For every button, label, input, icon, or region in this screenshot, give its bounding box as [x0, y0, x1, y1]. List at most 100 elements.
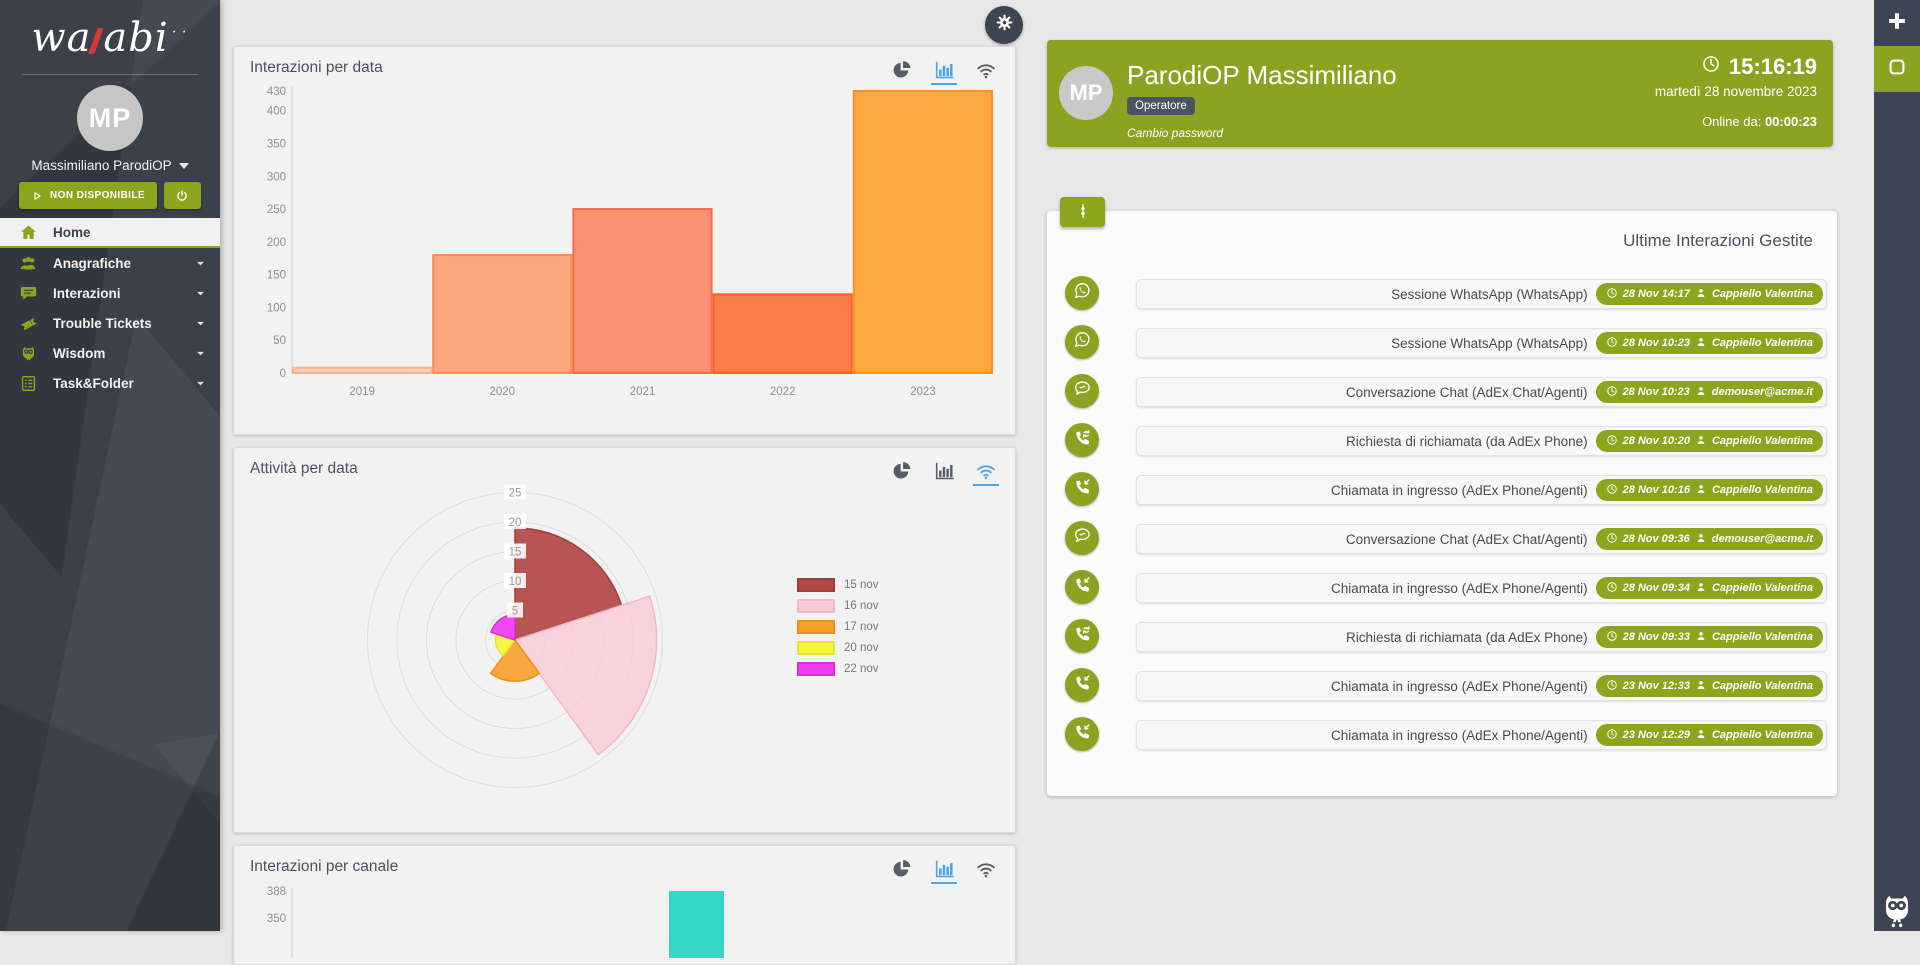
interaction-channel-button[interactable]: [1065, 325, 1099, 359]
interaction-channel-button[interactable]: [1065, 570, 1099, 604]
tasks-icon: [19, 374, 38, 393]
svg-text:0: 0: [280, 368, 286, 380]
interaction-item[interactable]: Chiamata in ingresso (AdEx Phone/Agenti)…: [1136, 573, 1827, 603]
status-button[interactable]: NON DISPONIBILE: [19, 182, 157, 209]
settings-button[interactable]: [985, 6, 1023, 44]
legend-swatch: [797, 599, 835, 613]
interaction-badge: 28 Nov 09:33 Cappiello Valentina: [1595, 626, 1823, 648]
online-since-value: 00:00:23: [1764, 114, 1817, 129]
interaction-label: Richiesta di richiamata (da AdEx Phone): [1346, 629, 1588, 645]
phone-incoming-icon: [1073, 477, 1092, 501]
interaction-row: Richiesta di richiamata (da AdEx Phone) 2…: [1047, 423, 1827, 457]
interactions-filter-button[interactable]: [1060, 197, 1105, 227]
interaction-time: 28 Nov 10:23: [1622, 386, 1690, 398]
bar-chart-icon[interactable]: [931, 858, 957, 884]
bar-chart-icon[interactable]: [931, 59, 957, 85]
interaction-item[interactable]: Richiesta di richiamata (da AdEx Phone) 2…: [1136, 622, 1827, 652]
interaction-time: 28 Nov 10:16: [1622, 484, 1690, 496]
svg-text:100: 100: [267, 302, 286, 314]
polar-chart-icon[interactable]: [973, 59, 999, 83]
pie-chart-icon[interactable]: [889, 460, 915, 484]
plus-icon: [1886, 10, 1908, 37]
interaction-item[interactable]: Chiamata in ingresso (AdEx Phone/Agenti)…: [1136, 671, 1827, 701]
pie-chart-icon[interactable]: [889, 858, 915, 882]
online-since-label: Online da:: [1702, 114, 1762, 129]
sidebar-item-anagrafiche[interactable]: Anagrafiche: [0, 248, 220, 278]
legend-label: 15 nov: [844, 579, 879, 591]
interaction-time: 28 Nov 10:20: [1622, 435, 1690, 447]
sidebar-item-wisdom[interactable]: Wisdom: [0, 338, 220, 368]
interaction-channel-button[interactable]: [1065, 717, 1099, 751]
screen-pop-button[interactable]: [1874, 46, 1920, 92]
interaction-badge: 23 Nov 12:33 Cappiello Valentina: [1595, 675, 1823, 697]
interaction-item[interactable]: Chiamata in ingresso (AdEx Phone/Agenti)…: [1136, 720, 1827, 750]
sidebar-item-trouble-tickets[interactable]: Trouble Tickets: [0, 308, 220, 338]
interaction-channel-button[interactable]: [1065, 668, 1099, 702]
interaction-agent: Cappiello Valentina: [1711, 631, 1813, 643]
interaction-agent: Cappiello Valentina: [1711, 337, 1813, 349]
polar-chart-icon[interactable]: [973, 858, 999, 882]
interaction-label: Richiesta di richiamata (da AdEx Phone): [1346, 433, 1588, 449]
person-icon: [1695, 679, 1707, 694]
phone-incoming-icon: [1073, 575, 1092, 599]
interaction-channel-button[interactable]: [1065, 374, 1099, 408]
legend-swatch: [797, 662, 835, 676]
interaction-channel-button[interactable]: [1065, 423, 1099, 457]
interaction-label: Sessione WhatsApp (WhatsApp): [1391, 335, 1588, 351]
chart-view-switcher: [889, 59, 999, 85]
sidebar-item-label: Task&Folder: [53, 375, 134, 391]
home-icon: [19, 223, 38, 242]
card-attivita-per-data: Attività per data 5 10 15 20 25 15 nov 16 nov…: [233, 447, 1016, 833]
interaction-item[interactable]: Richiesta di richiamata (da AdEx Phone) 2…: [1136, 426, 1827, 456]
interaction-item[interactable]: Sessione WhatsApp (WhatsApp) 28 Nov 10:23…: [1136, 328, 1827, 358]
sidebar-item-interazioni[interactable]: Interazioni: [0, 278, 220, 308]
interaction-row: Chiamata in ingresso (AdEx Phone/Agenti)…: [1047, 668, 1827, 702]
current-date: martedì 28 novembre 2023: [1654, 84, 1817, 99]
power-icon: [175, 189, 189, 203]
ticket-icon: [19, 314, 38, 333]
interaction-label: Chiamata in ingresso (AdEx Phone/Agenti): [1331, 727, 1588, 743]
legend-item: 16 nov: [797, 599, 879, 613]
person-icon: [1695, 728, 1707, 743]
logout-power-button[interactable]: [163, 182, 201, 209]
interaction-channel-button[interactable]: [1065, 472, 1099, 506]
svg-text:250: 250: [267, 204, 286, 216]
change-password-link[interactable]: Cambio password: [1127, 126, 1224, 140]
clock-icon: [1606, 483, 1618, 498]
interaction-item[interactable]: Sessione WhatsApp (WhatsApp) 28 Nov 14:17…: [1136, 279, 1827, 309]
legend-label: 16 nov: [844, 600, 879, 612]
svg-text:2023: 2023: [910, 386, 936, 398]
interaction-item[interactable]: Chiamata in ingresso (AdEx Phone/Agenti)…: [1136, 475, 1827, 505]
interaction-channel-button[interactable]: [1065, 619, 1099, 653]
sidebar-item-label: Trouble Tickets: [53, 315, 152, 331]
interaction-time: 28 Nov 10:23: [1622, 337, 1690, 349]
wasabi-logo: wa abi˙˙: [0, 14, 220, 62]
interaction-item[interactable]: Conversazione Chat (AdEx Chat/Agenti) 28 …: [1136, 377, 1827, 407]
interaction-channel-button[interactable]: [1065, 276, 1099, 310]
bar-chart-icon[interactable]: [931, 460, 957, 484]
person-icon: [1695, 630, 1707, 645]
svg-text:150: 150: [267, 270, 286, 282]
chevron-down-icon: [195, 378, 206, 389]
interaction-agent: demouser@acme.it: [1711, 533, 1813, 545]
operator-role-badge: Operatore: [1127, 97, 1195, 115]
polar-chart-icon[interactable]: [973, 460, 999, 486]
wasabi-owl-icon[interactable]: [1874, 890, 1920, 928]
svg-text:388: 388: [267, 886, 286, 898]
sidebar-menu: Home Anagrafiche Interazioni Trouble Ticket…: [0, 218, 220, 398]
pie-chart-icon[interactable]: [889, 59, 915, 83]
interaction-row: Chiamata in ingresso (AdEx Phone/Agenti)…: [1047, 717, 1827, 751]
interaction-label: Chiamata in ingresso (AdEx Phone/Agenti): [1331, 482, 1588, 498]
whatsapp-icon: [1073, 281, 1092, 305]
user-name: Massimiliano ParodiOP: [31, 158, 172, 173]
sidebar-item-home[interactable]: Home: [0, 218, 220, 248]
clock-icon: [1606, 728, 1618, 743]
user-menu-toggle[interactable]: Massimiliano ParodiOP: [0, 158, 220, 173]
interaction-badge: 23 Nov 12:29 Cappiello Valentina: [1595, 724, 1823, 746]
clock-time: 15:16:19: [1728, 54, 1817, 79]
interaction-label: Chiamata in ingresso (AdEx Phone/Agenti): [1331, 580, 1588, 596]
sidebar-item-task-folder[interactable]: Task&Folder: [0, 368, 220, 398]
add-button[interactable]: [1874, 0, 1920, 46]
interaction-item[interactable]: Conversazione Chat (AdEx Chat/Agenti) 28 …: [1136, 524, 1827, 554]
interaction-channel-button[interactable]: [1065, 521, 1099, 555]
